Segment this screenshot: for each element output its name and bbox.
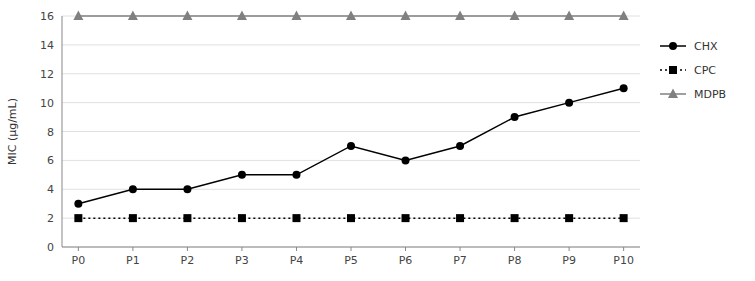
point	[291, 11, 301, 21]
point	[74, 200, 82, 208]
point	[129, 185, 137, 193]
point	[511, 214, 519, 222]
grid-line	[62, 160, 640, 161]
point	[238, 214, 246, 222]
legend-marker	[669, 42, 677, 50]
y-tick-label: 6	[47, 154, 54, 167]
point	[292, 171, 300, 179]
x-tick-label: P9	[562, 254, 576, 267]
x-tick-label: P1	[126, 254, 140, 267]
point	[619, 11, 629, 21]
point	[401, 11, 411, 21]
point	[74, 214, 82, 222]
y-tick-label: 2	[47, 212, 54, 225]
x-tick	[460, 247, 461, 251]
x-tick	[296, 247, 297, 251]
x-tick	[351, 247, 352, 251]
x-tick	[241, 247, 242, 251]
y-axis	[62, 16, 63, 247]
y-tick-label: 16	[40, 10, 54, 23]
point	[455, 11, 465, 21]
x-tick-label: P4	[290, 254, 304, 267]
legend-label: CPC	[694, 64, 716, 77]
point	[292, 214, 300, 222]
x-tick	[623, 247, 624, 251]
point	[238, 171, 246, 179]
point	[73, 11, 83, 21]
point	[183, 185, 191, 193]
point	[565, 214, 573, 222]
point	[347, 214, 355, 222]
legend-label: CHX	[694, 40, 718, 53]
y-tick-label: 12	[40, 68, 54, 81]
x-tick-label: P0	[72, 254, 86, 267]
x-tick	[132, 247, 133, 251]
point	[620, 214, 628, 222]
point	[456, 214, 464, 222]
point	[183, 214, 191, 222]
grid-line	[62, 131, 640, 132]
legend-marker	[669, 66, 677, 74]
y-tick-label: 4	[47, 183, 54, 196]
y-tick-label: 8	[47, 126, 54, 139]
x-tick	[187, 247, 188, 251]
point	[346, 11, 356, 21]
x-tick	[78, 247, 79, 251]
chart-container: 0 2 4 6 8 10 12 14 16 P0 P1 P2 P3 P4 P5 P6 P7 P8 P9 P10 MIC …	[0, 0, 755, 281]
grid-line	[62, 73, 640, 74]
point	[402, 156, 410, 164]
point	[565, 99, 573, 107]
chart: 0 2 4 6 8 10 12 14 16 P0 P1 P2 P3 P4 P5 P6 P7 P8 P9 P10 MIC …	[0, 0, 755, 281]
point	[511, 113, 519, 121]
y-axis-label: MIC (μg/mL)	[6, 98, 19, 165]
y-tick-label: 14	[40, 39, 54, 52]
point	[402, 214, 410, 222]
point	[347, 142, 355, 150]
legend-label: MDPB	[694, 88, 726, 101]
legend: CHX CPC MDPB	[660, 40, 726, 101]
x-tick-label: P7	[453, 254, 467, 267]
x-tick	[569, 247, 570, 251]
x-tick	[405, 247, 406, 251]
x-tick	[514, 247, 515, 251]
x-tick-label: P10	[613, 254, 634, 267]
series-line	[78, 88, 623, 204]
point	[128, 11, 138, 21]
grid	[62, 16, 640, 247]
x-tick-label: P8	[508, 254, 522, 267]
plot-data	[73, 11, 628, 223]
x-tick-label: P3	[235, 254, 249, 267]
y-tick-label: 0	[47, 241, 54, 254]
point	[510, 11, 520, 21]
x-tick-label: P2	[181, 254, 195, 267]
point	[456, 142, 464, 150]
point	[620, 84, 628, 92]
point	[564, 11, 574, 21]
grid-line	[62, 102, 640, 103]
point	[237, 11, 247, 21]
legend-marker	[668, 89, 678, 99]
x-tick-label: P6	[399, 254, 413, 267]
point	[129, 214, 137, 222]
x-tick-label: P5	[344, 254, 358, 267]
grid-line	[62, 44, 640, 45]
point	[182, 11, 192, 21]
y-tick-label: 10	[40, 97, 54, 110]
